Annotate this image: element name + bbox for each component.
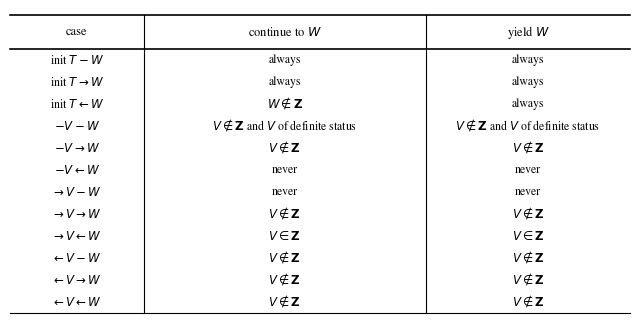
Text: $W \notin \mathbf{Z}$: $W \notin \mathbf{Z}$	[267, 96, 303, 112]
Text: $-V - W$: $-V - W$	[54, 120, 100, 133]
Text: $\rightarrow V - W$: $\rightarrow V - W$	[51, 186, 102, 199]
Text: init $T \leftarrow W$: init $T \leftarrow W$	[50, 98, 104, 111]
Text: always: always	[512, 98, 544, 110]
Text: $V \notin \mathbf{Z}$: $V \notin \mathbf{Z}$	[511, 272, 545, 288]
Text: $V \in \mathbf{Z}$: $V \in \mathbf{Z}$	[511, 230, 545, 243]
Text: init $T \rightarrow W$: init $T \rightarrow W$	[50, 76, 104, 89]
Text: never: never	[272, 186, 298, 198]
Text: $V \notin \mathbf{Z}$: $V \notin \mathbf{Z}$	[511, 250, 545, 266]
Text: $V \notin \mathbf{Z}$ and $V$ of definite status: $V \notin \mathbf{Z}$ and $V$ of definit…	[456, 118, 600, 134]
Text: $V \notin \mathbf{Z}$ and $V$ of definite status: $V \notin \mathbf{Z}$ and $V$ of definit…	[212, 118, 357, 134]
Text: $V \notin \mathbf{Z}$: $V \notin \mathbf{Z}$	[511, 206, 545, 222]
Text: never: never	[272, 164, 298, 176]
Text: yield $W$: yield $W$	[507, 24, 549, 41]
Text: $\rightarrow V \rightarrow W$: $\rightarrow V \rightarrow W$	[51, 208, 102, 221]
Text: $-V \rightarrow W$: $-V \rightarrow W$	[54, 142, 100, 155]
Text: always: always	[512, 76, 544, 88]
Text: $-V \leftarrow W$: $-V \leftarrow W$	[54, 164, 100, 177]
Text: never: never	[515, 164, 541, 176]
Text: $V \notin \mathbf{Z}$: $V \notin \mathbf{Z}$	[511, 140, 545, 156]
Text: $\rightarrow V \leftarrow W$: $\rightarrow V \leftarrow W$	[51, 230, 102, 243]
Text: continue to $W$: continue to $W$	[248, 26, 322, 39]
Text: always: always	[269, 55, 301, 66]
Text: $V \notin \mathbf{Z}$: $V \notin \mathbf{Z}$	[268, 294, 301, 310]
Text: case: case	[66, 26, 88, 38]
Text: $V \notin \mathbf{Z}$: $V \notin \mathbf{Z}$	[268, 272, 301, 288]
Text: always: always	[269, 76, 301, 88]
Text: $V \notin \mathbf{Z}$: $V \notin \mathbf{Z}$	[511, 294, 545, 310]
Text: $V \notin \mathbf{Z}$: $V \notin \mathbf{Z}$	[268, 250, 301, 266]
Text: init $T - W$: init $T - W$	[50, 54, 104, 67]
Text: $V \notin \mathbf{Z}$: $V \notin \mathbf{Z}$	[268, 206, 301, 222]
Text: $\leftarrow V \rightarrow W$: $\leftarrow V \rightarrow W$	[51, 274, 102, 287]
Text: $V \notin \mathbf{Z}$: $V \notin \mathbf{Z}$	[268, 140, 301, 156]
Text: always: always	[512, 55, 544, 66]
Text: never: never	[515, 186, 541, 198]
Text: $\leftarrow V - W$: $\leftarrow V - W$	[51, 252, 102, 265]
Text: $\leftarrow V \leftarrow W$: $\leftarrow V \leftarrow W$	[51, 296, 102, 309]
Text: $V \in \mathbf{Z}$: $V \in \mathbf{Z}$	[268, 230, 301, 243]
